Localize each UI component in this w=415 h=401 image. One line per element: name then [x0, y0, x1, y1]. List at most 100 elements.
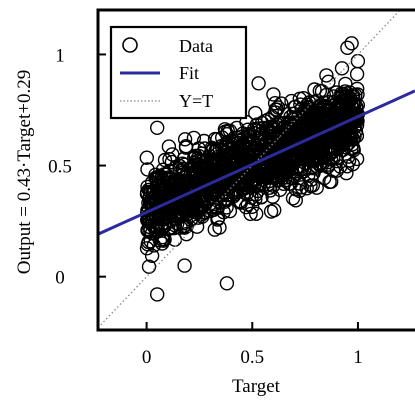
data-point — [157, 232, 172, 247]
data-point — [222, 123, 238, 139]
data-point — [148, 220, 163, 235]
data-point — [189, 219, 205, 234]
data-point — [317, 99, 333, 115]
data-point — [302, 100, 317, 115]
data-point — [177, 132, 193, 147]
data-point — [149, 172, 164, 187]
data-point — [270, 100, 286, 115]
data-point — [309, 110, 325, 126]
data-point — [149, 287, 165, 302]
data-point — [251, 76, 266, 91]
data-point — [152, 233, 168, 248]
data-point — [141, 182, 156, 198]
data-point — [303, 152, 319, 168]
data-point — [141, 259, 157, 274]
axis-ticks: 0 0.5 1 0 0.5 1 — [48, 45, 363, 368]
fit-line — [98, 89, 415, 236]
data-point — [191, 141, 207, 156]
data-point — [277, 143, 292, 159]
y-tick-label: 0 — [55, 268, 65, 289]
data-point — [272, 182, 288, 198]
data-point — [250, 183, 265, 199]
data-point — [329, 150, 344, 166]
data-point — [286, 148, 302, 164]
reference-lines — [98, 10, 415, 329]
data-point — [231, 139, 247, 155]
data-point — [320, 159, 335, 175]
data-point — [294, 180, 309, 195]
data-point — [303, 178, 318, 194]
data-point — [287, 110, 302, 125]
data-point — [205, 183, 221, 198]
data-point — [266, 87, 281, 102]
data-point — [142, 219, 157, 235]
plot-frame — [96, 8, 415, 332]
x-tick-label: 0.5 — [240, 347, 264, 368]
data-point — [166, 183, 181, 199]
data-point — [224, 140, 240, 155]
data-point — [330, 141, 345, 156]
data-point — [244, 199, 260, 215]
data-point — [140, 162, 155, 177]
data-point — [227, 186, 243, 202]
data-point — [194, 192, 209, 208]
legend-fit-label: Fit — [179, 63, 199, 83]
legend-yt-label: Y=T — [179, 91, 213, 111]
data-point — [181, 177, 197, 192]
data-point — [288, 182, 303, 197]
data-point — [210, 210, 226, 226]
data-point — [141, 214, 156, 229]
legend-data-label: Data — [179, 36, 213, 56]
data-point — [219, 276, 235, 291]
data-point — [249, 206, 264, 222]
data-point — [350, 81, 365, 97]
data-point — [216, 154, 232, 169]
data-point — [285, 191, 301, 206]
data-point — [311, 99, 326, 115]
data-point — [252, 176, 267, 191]
data-point — [285, 116, 301, 132]
data-point — [162, 151, 177, 167]
data-point — [322, 174, 337, 190]
data-point — [350, 53, 366, 69]
data-point — [271, 126, 286, 142]
data-point — [168, 209, 184, 224]
data-point — [267, 95, 283, 111]
data-point — [177, 258, 192, 273]
data-point — [255, 168, 271, 184]
y-tick-label: 1 — [55, 45, 65, 66]
data-point — [144, 248, 160, 264]
data-point — [283, 164, 299, 179]
data-point — [309, 180, 324, 195]
data-point — [334, 61, 350, 76]
legend: Data Fit Y=T — [109, 25, 248, 120]
data-point — [155, 172, 170, 188]
data-point — [139, 241, 155, 256]
data-point — [204, 189, 220, 204]
data-point — [349, 151, 365, 167]
data-point — [161, 139, 177, 154]
data-point — [197, 141, 212, 156]
data-point — [154, 236, 170, 251]
data-point — [206, 141, 221, 157]
data-point — [344, 126, 359, 142]
data-point — [188, 148, 203, 164]
data-point — [319, 68, 334, 83]
data-point — [238, 150, 253, 166]
data-point — [148, 170, 163, 186]
data-point — [149, 120, 165, 136]
data-point — [288, 193, 303, 208]
data-point — [287, 115, 302, 130]
data-point — [308, 152, 323, 167]
x-tick-label: 0 — [142, 347, 152, 368]
data-point — [229, 184, 244, 200]
y-equals-t-line — [98, 10, 402, 329]
data-point — [242, 126, 258, 142]
data-point — [317, 113, 332, 128]
data-point — [349, 66, 365, 82]
data-point — [312, 83, 327, 99]
data-point — [344, 36, 359, 51]
data-point — [339, 159, 355, 174]
y-axis-label: Output = 0.43·Target+0.29 — [14, 70, 35, 274]
